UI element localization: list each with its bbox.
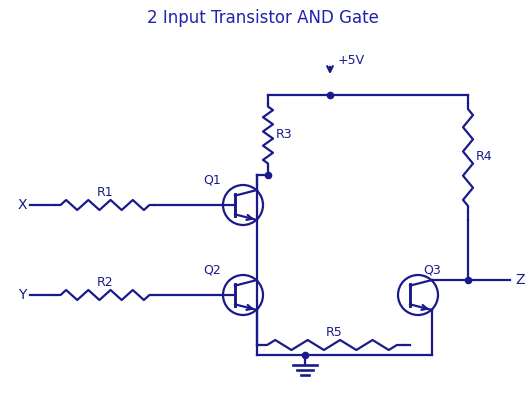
- Text: Z: Z: [515, 273, 524, 287]
- Text: R3: R3: [276, 128, 292, 142]
- Text: R1: R1: [96, 186, 113, 200]
- Text: R4: R4: [476, 150, 493, 164]
- Text: Q3: Q3: [423, 263, 441, 277]
- Text: Y: Y: [18, 288, 26, 302]
- Text: +5V: +5V: [338, 53, 365, 67]
- Text: R2: R2: [96, 277, 113, 290]
- Text: 2 Input Transistor AND Gate: 2 Input Transistor AND Gate: [147, 9, 379, 27]
- Text: Q1: Q1: [203, 174, 221, 186]
- Text: X: X: [17, 198, 27, 212]
- Text: R5: R5: [326, 326, 343, 340]
- Text: Q2: Q2: [203, 263, 221, 277]
